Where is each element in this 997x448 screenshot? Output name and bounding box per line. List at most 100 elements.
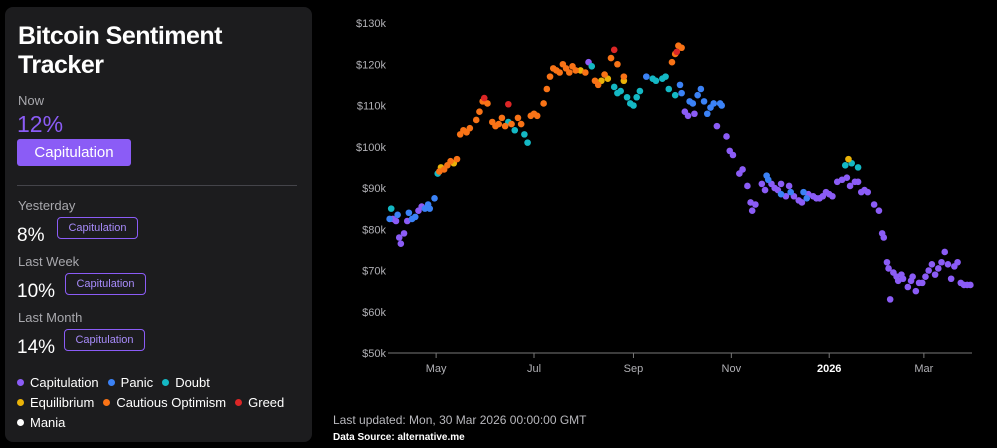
legend-row: Capitulation Panic Doubt [17, 372, 307, 392]
x-tick-label: Nov [722, 363, 742, 375]
point-doubt [610, 83, 618, 91]
point-capitulation [748, 207, 756, 214]
point-capitulation [885, 265, 892, 272]
point-capitulation [899, 275, 907, 283]
x-tick-label: May [426, 363, 447, 375]
legend-item-capitulation: Capitulation [17, 375, 99, 390]
point-panic [777, 190, 785, 198]
point-capitulation [967, 281, 974, 289]
point-capitulation [870, 201, 878, 208]
point-capitulation [785, 182, 793, 190]
point-doubt [665, 85, 673, 93]
y-tick-label: $80k [362, 224, 386, 236]
last-week-label: Last Week [18, 254, 80, 269]
point-doubt [671, 91, 679, 99]
point-doubt [511, 126, 519, 134]
point-cautious-optimism [572, 67, 580, 74]
point-capitulation [854, 178, 862, 186]
point-doubt [588, 63, 596, 70]
point-cautious-optimism [517, 120, 525, 128]
now-state-badge: Capitulation [17, 139, 131, 166]
point-cautious-optimism [466, 124, 474, 132]
point-doubt [633, 93, 640, 101]
panel-title: Bitcoin Sentiment Tracker [18, 22, 223, 80]
point-doubt [636, 87, 644, 95]
point-cautious-optimism [514, 114, 522, 122]
point-panic [689, 100, 697, 107]
legend-item-greed: Greed [235, 395, 284, 410]
point-panic [411, 213, 419, 221]
point-capitulation [723, 133, 730, 140]
legend-item-cautious-optimism: Cautious Optimism [103, 395, 226, 410]
point-capitulation [846, 182, 854, 190]
legend-dot-doubt [162, 378, 170, 386]
point-panic [394, 211, 401, 219]
point-panic [405, 209, 413, 217]
point-panic [643, 73, 650, 80]
point-doubt [841, 162, 849, 169]
point-panic [678, 89, 685, 97]
point-panic [803, 195, 811, 202]
point-panic [426, 205, 434, 212]
legend-dot-equilibrium [17, 398, 24, 406]
point-capitulation [829, 192, 836, 200]
legend-row: Mania [17, 412, 307, 432]
point-capitulation [392, 217, 400, 225]
y-tick-label: $90k [362, 183, 386, 195]
legend-dot-mania [17, 418, 24, 426]
y-tick-label: $50k [362, 348, 386, 360]
point-capitulation [941, 248, 949, 256]
point-doubt [617, 87, 624, 95]
point-greed [480, 94, 488, 102]
point-cautious-optimism [620, 73, 628, 80]
point-capitulation [729, 151, 737, 159]
legend-item-panic: Panic [107, 375, 153, 390]
last-week-value: 10% [17, 281, 56, 302]
y-tick-label: $120k [356, 59, 386, 71]
x-tick-label: Jul [527, 363, 541, 375]
last-month-state-badge: Capitulation [64, 329, 145, 351]
point-capitulation [928, 261, 936, 268]
legend-dot-capitulation [17, 378, 24, 386]
point-greed [610, 46, 618, 54]
last-updated: Last updated: Mon, 30 Mar 2026 00:00:00 … [333, 413, 587, 427]
point-capitulation [400, 230, 408, 237]
y-tick-label: $70k [362, 266, 386, 278]
legend: Capitulation Panic Doubt Equilibrium Cau… [17, 372, 307, 432]
point-doubt [854, 164, 862, 171]
point-panic [700, 98, 708, 105]
point-doubt [630, 102, 637, 109]
point-capitulation [798, 199, 806, 206]
point-capitulation [691, 110, 698, 118]
point-cautious-optimism [582, 69, 589, 76]
now-label: Now [18, 93, 45, 108]
now-value: 12% [17, 111, 64, 137]
y-axis: $50k $60k $70k $80k $90k $100k $110k $120k $130k [356, 18, 386, 360]
y-tick-label: $130k [356, 18, 386, 30]
price-sentiment-chart: $50k $60k $70k $80k $90k $100k $110k $120k $130k… [356, 18, 974, 375]
point-capitulation [931, 271, 939, 278]
point-panic [386, 215, 393, 223]
legend-label-greed: Greed [248, 394, 285, 410]
legend-item-mania: Mania [17, 415, 65, 430]
point-panic [787, 188, 795, 196]
point-capitulation [918, 279, 926, 287]
point-cautious-optimism [540, 100, 547, 107]
point-cautious-optimism [453, 155, 461, 163]
legend-label-mania: Mania [30, 414, 66, 430]
data-source: Data Source: alternative.me [333, 432, 465, 443]
point-greed [505, 100, 512, 108]
point-cautious-optimism [472, 116, 480, 124]
point-capitulation [758, 180, 766, 188]
point-cautious-optimism [508, 120, 515, 128]
point-equilibrium [845, 155, 852, 163]
point-capitulation [684, 112, 692, 120]
x-tick-label: Sep [624, 363, 644, 375]
point-cautious-optimism [546, 73, 554, 80]
point-cautious-optimism [501, 122, 509, 130]
point-doubt [662, 73, 669, 80]
point-capitulation [843, 174, 851, 181]
point-cautious-optimism [678, 44, 685, 52]
last-month-label: Last Month [18, 310, 83, 325]
point-greed [673, 48, 681, 56]
